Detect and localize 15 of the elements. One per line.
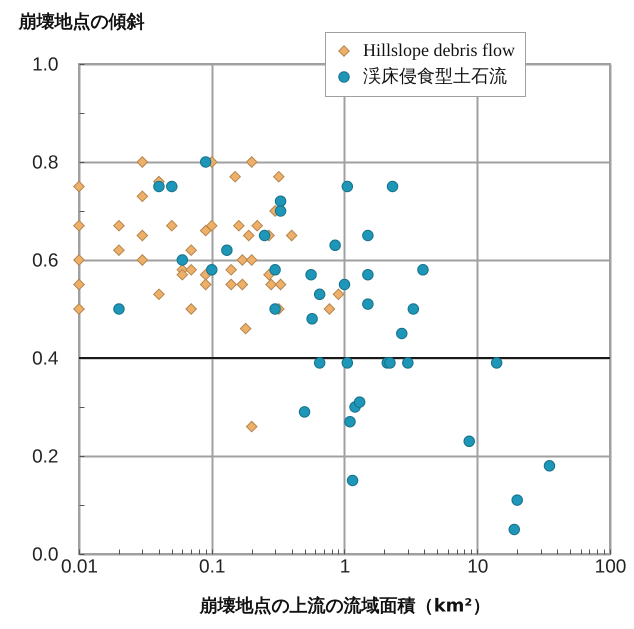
x-axis-title: 崩壊地点の上流の流域面積（km²） — [198, 596, 490, 616]
y-tick-label: 0.6 — [32, 250, 58, 272]
x-tick-label: 1 — [340, 556, 350, 578]
y-axis-title: 崩壊地点の傾斜 — [18, 12, 144, 32]
y-tick-label: 0.2 — [32, 446, 58, 468]
x-tick-label: 100 — [594, 556, 626, 578]
legend-label: Hillslope debris flow — [363, 40, 515, 60]
y-tick-label: 1.0 — [32, 54, 58, 76]
y-tick-label: 0.0 — [32, 544, 58, 566]
x-tick-label: 0.1 — [199, 556, 226, 578]
legend-label: 渓床侵食型土石流 — [363, 66, 507, 86]
x-tick-label: 10 — [467, 556, 488, 578]
y-tick-label: 0.8 — [32, 152, 58, 174]
x-tick-label: 0.01 — [61, 556, 98, 578]
y-tick-label: 0.4 — [32, 348, 59, 370]
